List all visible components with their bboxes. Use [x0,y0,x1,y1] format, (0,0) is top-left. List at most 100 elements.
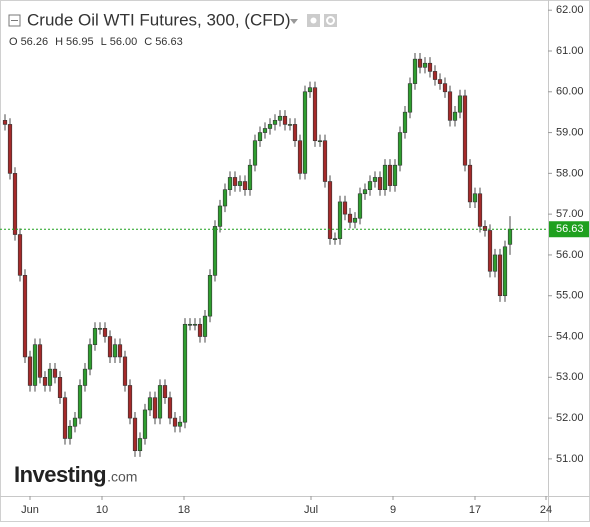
candle-body [7,124,13,174]
candle-body [72,417,78,427]
y-tick-label: 59.00 [556,126,584,138]
candle-body [67,425,73,439]
candle-body [302,91,308,174]
candle-body [82,368,88,386]
candle-body [97,328,103,330]
candle-body [152,397,158,419]
settings-button[interactable] [324,14,337,27]
candle-body [262,128,268,133]
candles [0,53,548,457]
candle-body [192,323,198,326]
watermark-suffix: .com [107,469,137,485]
candle-body [407,83,413,113]
y-tick-label: 60.00 [556,86,584,98]
candle-body [487,230,493,272]
candle-body [137,438,143,452]
x-tick-label: 18 [178,504,190,516]
candle-body [292,124,298,142]
candle-body [32,344,38,386]
candle-body [402,111,408,133]
candle-body [442,83,448,93]
candle-body [212,226,218,276]
ohlc-name: L [101,36,107,48]
ohlc-value: 56.63 [155,36,183,48]
candle-body [107,336,113,358]
candle-body [412,58,418,84]
candle-body [12,173,18,235]
ohlc-value: 56.00 [110,36,138,48]
candle-body [122,356,128,386]
candle-body [482,226,488,231]
candle-body [92,328,98,345]
candle-body [177,421,183,427]
candle-body [87,344,93,370]
candle-body [447,91,453,121]
candle-body [132,417,138,452]
candle-body [462,95,468,166]
candle-body [267,124,273,129]
candle-body [477,193,483,227]
candle-body [77,385,83,419]
candle-body [457,95,463,113]
candle-body [42,377,48,386]
watermark: Investing [14,462,106,487]
candle-body [62,397,68,439]
candle-body [167,397,173,419]
candle-body [57,377,63,398]
ohlc-value: 56.26 [21,36,49,48]
candle-body [157,385,163,419]
candle-body [197,323,203,337]
candle-body [317,140,323,143]
candle-body [307,87,313,93]
candle-body [47,368,53,386]
ohlc-value: 56.95 [66,36,94,48]
last-price-tag [549,221,589,238]
y-tick-label: 54.00 [556,330,584,342]
ohlc-name: O [9,36,18,48]
candle-body [502,246,508,297]
candle-body [257,132,263,142]
candle-body [232,177,238,186]
candle-body [332,238,338,240]
candle-body [117,344,123,358]
candle-body [287,124,293,126]
dropdown-icon[interactable] [290,19,298,24]
candle-body [432,71,438,80]
candle-body [217,205,223,227]
y-tick-label: 56.00 [556,249,584,261]
x-tick-label: 10 [96,504,108,516]
candle-body [142,409,148,439]
candle-body [102,328,108,337]
candle-body [372,177,378,182]
candle-body [312,87,318,142]
candle-body [357,193,363,219]
candle-body [242,181,248,190]
ohlc-header: O 56.26 H 56.95 L 56.00 C 56.63 [9,36,183,48]
settings-icon [326,16,335,25]
y-tick-label: 57.00 [556,208,584,220]
candle-body [327,181,333,239]
candle-body [282,115,288,125]
y-tick-label: 58.00 [556,167,584,179]
candle-body [347,213,353,223]
candle-body [17,234,23,276]
candle-body [352,217,358,223]
candle-body [417,58,423,68]
candle-body [322,140,328,182]
candle-body [297,140,303,174]
candle-body [162,385,168,398]
y-tick-label: 62.00 [556,4,584,16]
x-tick-label: 17 [469,504,481,516]
candle-body [52,368,58,378]
y-tick-label: 52.00 [556,412,584,424]
candle-body [507,228,513,245]
candle-body [2,120,8,125]
candle-body [27,356,33,386]
candle-body [377,177,383,190]
candle-body [202,315,208,337]
candle-body [382,164,388,190]
candle-body [437,79,443,84]
candle-body [387,164,393,186]
candle-body [182,323,188,423]
